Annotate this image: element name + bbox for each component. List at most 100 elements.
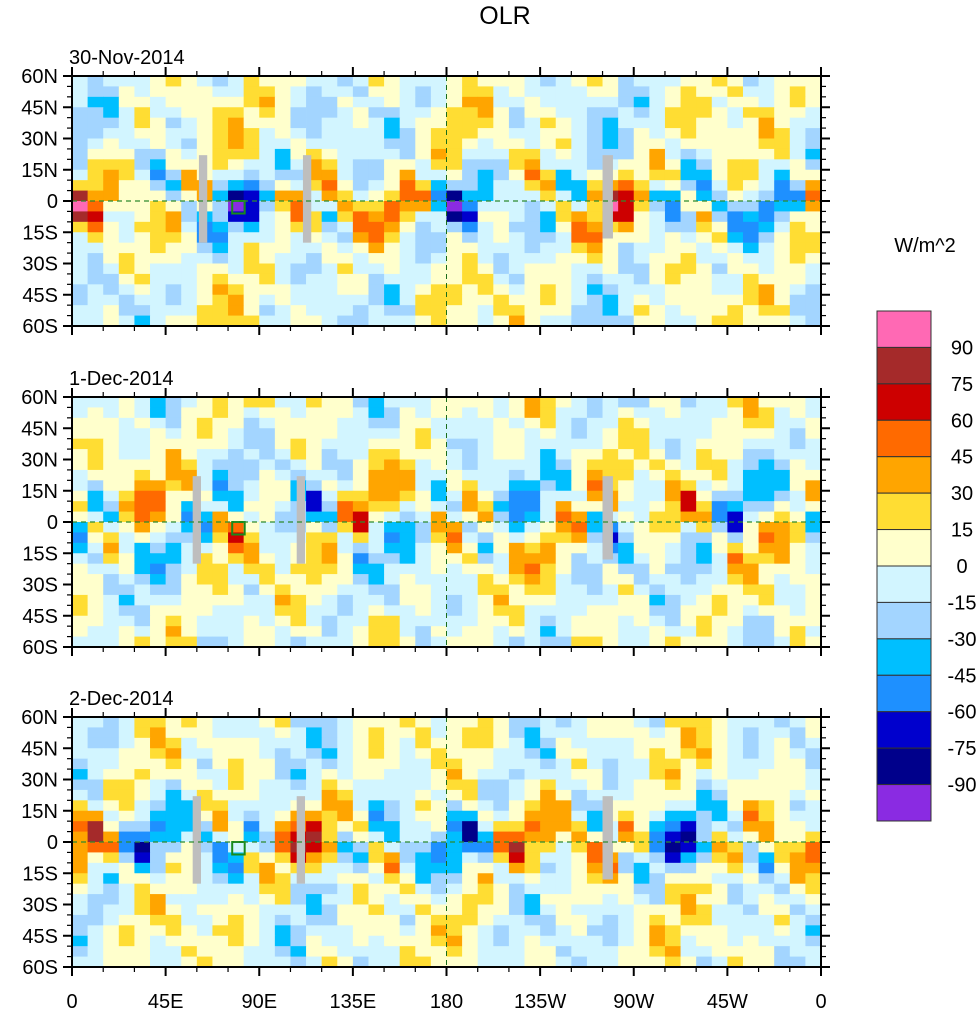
field-cell [508,594,525,606]
field-cell [742,883,759,895]
field-cell [134,232,151,244]
field-cell [306,273,323,285]
field-cell [165,553,182,565]
field-cell [727,800,744,812]
colorbar-level-label: -75 [948,738,977,760]
field-cell [181,397,198,408]
field-cell [430,221,447,233]
field-cell [368,758,385,770]
field-cell [742,956,759,968]
field-cell [118,449,135,460]
field-cell [181,284,198,296]
field-cell [758,894,775,905]
field-cell [274,107,291,119]
field-cell [368,449,385,460]
field-cell [103,904,120,916]
field-cell [602,956,619,968]
field-cell [352,201,369,212]
field-cell [165,76,182,87]
field-cell [134,532,151,544]
field-cell [368,883,385,895]
field-cell [805,584,822,596]
field-cell [87,294,104,306]
field-cell [524,935,541,947]
field-cell [462,946,479,957]
field-cell [72,584,89,596]
field-cell [306,873,323,885]
field-cell [462,574,479,585]
field-cell [633,117,650,129]
field-cell [352,76,369,87]
field-cell [696,117,713,129]
field-cell [633,615,650,627]
field-cell [134,935,151,947]
field-cell [696,914,713,926]
field-cell [399,904,416,916]
field-cell [72,873,89,885]
field-cell [399,946,416,957]
field-cell [696,522,713,533]
field-cell [508,636,525,648]
field-cell [150,852,167,864]
field-cell [72,615,89,627]
field-cell [243,284,260,296]
field-cell [72,305,89,316]
field-cell [87,553,104,565]
field-cell [696,605,713,617]
field-cell [228,96,245,108]
field-cell [680,914,697,926]
field-cell [633,232,650,244]
field-cell [415,883,432,895]
field-cell [742,914,759,926]
field-cell [228,469,245,481]
field-cell [727,522,744,533]
field-cell [399,810,416,822]
field-cell [462,758,479,770]
field-cell [586,904,603,916]
field-cell [789,873,806,885]
field-cell [664,946,681,957]
field-cell [430,532,447,544]
colorbar-level-label: -60 [948,702,977,724]
field-cell [618,169,635,181]
field-cell [571,532,588,544]
field-cell [477,925,494,937]
field-cell [524,232,541,244]
field-cell [805,852,822,864]
field-cell [196,128,213,139]
field-cell [540,397,557,408]
field-cell [664,883,681,895]
field-cell [586,159,603,171]
field-cell [399,169,416,181]
field-cell [274,626,291,637]
field-cell [134,542,151,554]
field-cell [571,305,588,316]
field-cell [290,284,307,296]
field-cell [212,201,229,212]
field-cell [352,428,369,440]
field-cell [337,148,354,160]
field-cell [649,935,666,947]
field-cell [228,789,245,801]
field-cell [181,449,198,460]
field-cell [680,190,697,202]
field-cell [540,605,557,617]
field-cell [711,532,728,544]
field-cell [415,563,432,575]
field-cell [555,810,572,822]
field-cell [134,522,151,533]
field-cell [446,211,463,223]
field-cell [430,542,447,554]
field-cell [118,584,135,596]
field-cell [540,769,557,780]
field-cell [274,480,291,492]
field-cell [711,605,728,617]
field-cell [633,397,650,408]
field-cell [368,914,385,926]
field-cell [774,107,791,119]
field-cell [118,407,135,419]
field-cell [758,117,775,129]
field-cell [555,574,572,585]
field-cell [618,190,635,202]
field-cell [633,107,650,119]
